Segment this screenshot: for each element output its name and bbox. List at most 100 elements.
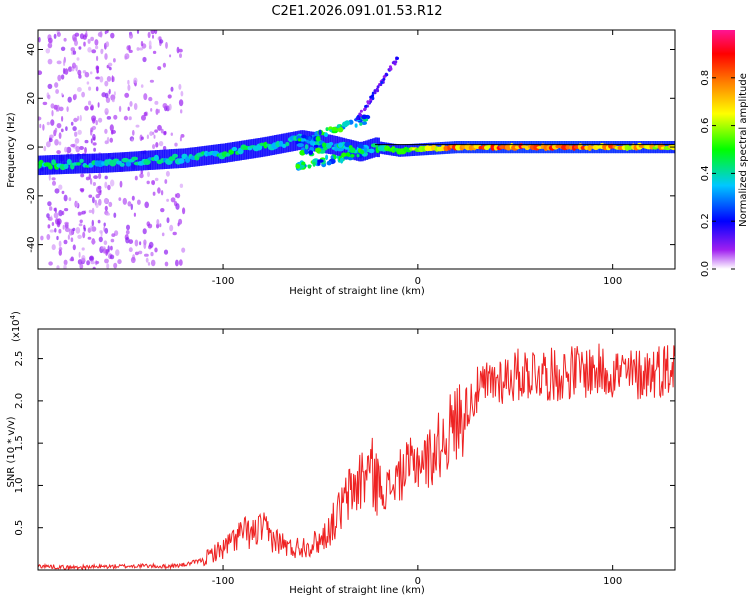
- noise-mark: [118, 197, 122, 202]
- noise-mark: [93, 175, 98, 180]
- noise-mark: [170, 132, 173, 136]
- noise-mark: [88, 100, 92, 106]
- noise-mark: [126, 224, 130, 231]
- noise-mark: [106, 263, 110, 269]
- streak-mark: [364, 104, 368, 108]
- structure-blob: [364, 147, 368, 153]
- noise-mark: [77, 211, 82, 216]
- noise-mark: [97, 102, 100, 108]
- noise-mark: [95, 76, 100, 80]
- noise-mark: [58, 106, 64, 112]
- heatmap-x-ticks: -100 0 100: [212, 30, 622, 287]
- noise-mark: [122, 197, 128, 205]
- noise-mark: [62, 224, 65, 230]
- noise-mark: [51, 110, 54, 117]
- noise-mark: [106, 136, 110, 144]
- noise-mark: [128, 116, 132, 121]
- ridge-halo: [288, 132, 292, 152]
- noise-mark: [117, 259, 122, 265]
- noise-mark: [105, 92, 109, 99]
- snr-y-tick-label: 2.0: [14, 393, 25, 409]
- heatmap-frame: [37, 29, 676, 270]
- structure-blob: [299, 138, 306, 142]
- heatmap-x-axis-label: Height of straight line (km): [289, 286, 425, 297]
- noise-mark: [123, 115, 128, 121]
- noise-mark: [178, 218, 183, 225]
- noise-mark: [109, 124, 114, 132]
- heatmap-x-tick-label: 0: [415, 276, 421, 287]
- noise-mark: [156, 223, 160, 229]
- noise-mark: [46, 121, 50, 126]
- structure-blob: [299, 150, 306, 156]
- noise-mark: [56, 123, 62, 129]
- structure-blob: [359, 149, 365, 155]
- noise-mark: [101, 246, 104, 250]
- noise-mark: [104, 258, 109, 264]
- noise-mark: [47, 94, 51, 100]
- noise-mark: [47, 83, 53, 89]
- noise-mark: [72, 62, 76, 69]
- noise-mark: [98, 236, 103, 243]
- snr-x-ticks: -100 0 100: [212, 329, 622, 587]
- noise-mark: [113, 114, 118, 120]
- noise-mark: [46, 213, 50, 219]
- noise-mark: [179, 183, 184, 188]
- noise-mark: [95, 194, 100, 199]
- structure-blob: [359, 122, 363, 126]
- structure-blob: [343, 156, 349, 160]
- ridge-halo: [250, 139, 254, 159]
- noise-mark: [145, 257, 149, 263]
- noise-mark: [79, 33, 85, 40]
- ridge-blob: [185, 156, 191, 163]
- snr-y-axis-label: SNR (10 * v/v): [6, 416, 17, 487]
- snr-x-tick-label: 100: [603, 576, 622, 587]
- noise-mark: [162, 146, 167, 151]
- noise-mark: [103, 222, 106, 227]
- noise-mark: [60, 128, 64, 133]
- ridge-halo: [243, 140, 247, 160]
- noise-mark: [126, 45, 131, 51]
- noise-mark: [147, 31, 151, 39]
- ridge-blob: [228, 149, 235, 155]
- noise-mark: [79, 146, 84, 150]
- noise-mark: [103, 240, 108, 245]
- noise-mark: [148, 241, 154, 248]
- structure-blob: [325, 127, 329, 132]
- ridge-blob: [121, 157, 130, 163]
- noise-mark: [180, 90, 184, 97]
- noise-mark: [128, 247, 133, 253]
- noise-mark: [115, 249, 120, 256]
- structure-blob: [297, 138, 302, 142]
- noise-mark: [38, 70, 43, 75]
- ridge-blob: [66, 158, 72, 165]
- noise-mark: [49, 206, 53, 211]
- structure-blob: [336, 124, 341, 128]
- noise-mark: [86, 81, 90, 85]
- ridge-blob: [119, 162, 125, 167]
- noise-mark: [88, 209, 93, 213]
- noise-mark: [79, 263, 84, 269]
- ridge-blob: [131, 156, 139, 161]
- noise-mark: [102, 248, 107, 254]
- noise-mark: [105, 212, 111, 216]
- noise-mark: [96, 69, 99, 74]
- noise-mark: [48, 261, 53, 266]
- noise-mark: [180, 134, 185, 138]
- noise-mark: [176, 46, 180, 54]
- noise-mark: [170, 86, 174, 92]
- noise-mark: [46, 234, 51, 240]
- heatmap-y-tick-label: -40: [26, 236, 37, 252]
- snr-frame: [37, 328, 676, 571]
- noise-mark: [64, 221, 69, 226]
- snr-series-line: [38, 343, 675, 570]
- noise-mark: [75, 227, 81, 234]
- noise-mark: [125, 237, 130, 244]
- ridge-blob: [263, 141, 268, 149]
- noise-mark: [124, 92, 130, 98]
- noise-mark: [72, 227, 76, 232]
- noise-mark: [141, 114, 146, 121]
- noise-mark: [38, 116, 42, 121]
- noise-mark: [90, 261, 95, 265]
- snr-y-tick-label: 1.0: [14, 477, 25, 493]
- noise-mark: [107, 184, 111, 191]
